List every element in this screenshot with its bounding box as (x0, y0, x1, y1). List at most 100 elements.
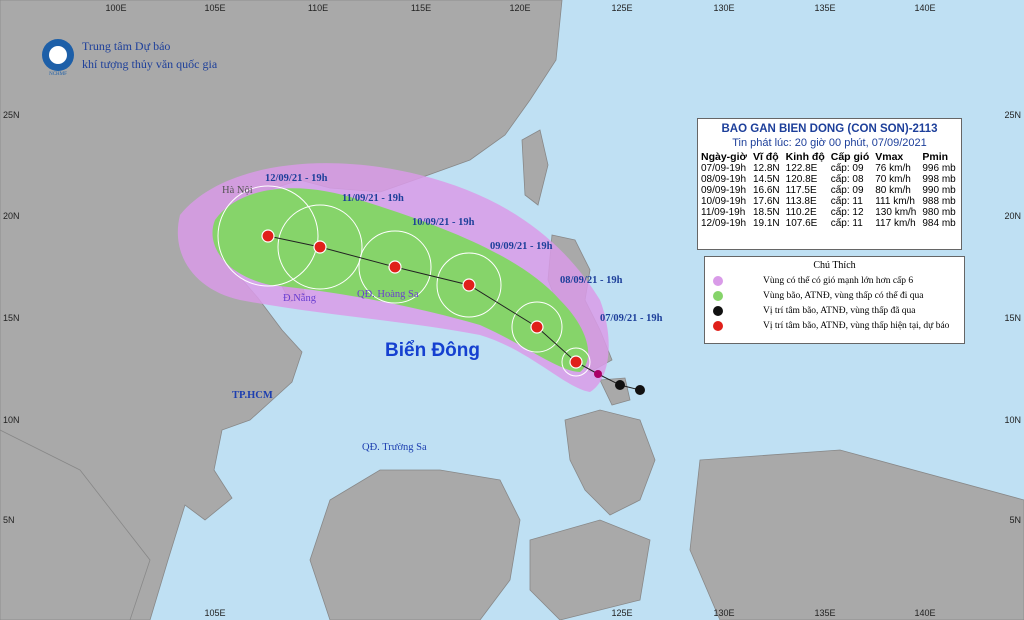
bulletin-cell: 980 mb (922, 207, 956, 218)
bulletin-table: Ngày-giờ Vĩ độ Kinh độ Cấp gió Vmax Pmin 07/09… (698, 151, 959, 229)
bulletin-cell: cấp: 08 (830, 174, 864, 185)
lat-label: 20N (3, 211, 20, 221)
track-cone (212, 188, 589, 372)
logo: NCHMF (42, 39, 74, 77)
column-header: Pmin (922, 151, 949, 163)
lat-label: 15N (1004, 313, 1021, 323)
lat-label: 5N (3, 515, 15, 525)
bulletin-row: 10/09-19h 17.6N 113.8E cấp: 11 111 km/h 988 m… (698, 196, 959, 207)
legend-swatch (713, 275, 723, 286)
bulletin-cell: 08/09-19h (701, 174, 747, 185)
track-label: 09/09/21 - 19h (490, 241, 553, 252)
forecast-positions (261, 229, 583, 369)
bulletin-cell: 70 km/h (875, 174, 911, 185)
lon-label: 110E (308, 3, 328, 13)
lon-label: 115E (411, 3, 431, 13)
bulletin-cell: 18.5N (752, 207, 780, 218)
lon-label: 125E (611, 608, 632, 618)
bulletin-cell: 996 mb (922, 163, 956, 174)
bulletin-cell: 17.6N (752, 196, 780, 207)
bulletin-cell: 111 km/h (875, 196, 915, 207)
bulletin-cell: 80 km/h (875, 185, 911, 196)
lon-label: 125E (611, 3, 632, 13)
legend-title: Chú Thích (813, 260, 856, 271)
place-label: Đ.Nẵng (283, 293, 317, 304)
track-label: 11/09/21 - 19h (342, 193, 404, 204)
bulletin-cell: 12.8N (752, 163, 780, 174)
bulletin-cell: 122.8E (785, 163, 818, 174)
legend-text: Vùng bão, ATNĐ, vùng thấp có thể đi qua (763, 290, 924, 301)
bulletin-issued: Tin phát lúc: 20 giờ 00 phút, 07/09/2021 (732, 137, 927, 149)
legend-text: Vị trí tâm bão, ATNĐ, vùng thấp đã qua (763, 305, 916, 316)
lon-label: 105E (204, 3, 225, 13)
bulletin-cell: 76 km/h (875, 163, 911, 174)
legend-swatch (713, 305, 723, 316)
column-header: Ngày-giờ (701, 151, 747, 163)
bulletin-cell: 120.8E (785, 174, 818, 185)
lon-label: 140E (914, 608, 935, 618)
bulletin-cell: cấp: 09 (830, 163, 864, 174)
legend-text: Vị trí tâm bão, ATNĐ, vùng thấp hiện tại… (763, 320, 950, 331)
legend-item: Vùng có thể có gió mạnh lớn hơn cấp 6 (705, 273, 964, 288)
sea-label: Biển Đông (385, 340, 480, 361)
bulletin-cell: 130 km/h (875, 207, 917, 218)
bulletin-row: 08/09-19h 14.5N 120.8E cấp: 08 70 km/h 998 mb (698, 174, 959, 185)
column-header: Kinh độ (785, 151, 825, 163)
bulletin-row: 12/09-19h 19.1N 107.6E cấp: 11 117 km/h 984 m… (698, 218, 959, 229)
legend-swatch (713, 320, 723, 331)
lon-label: 135E (814, 3, 835, 13)
uncertainty-circles (217, 185, 591, 377)
bulletin-title: BAO GAN BIEN DONG (CON SON)-2113 (721, 123, 938, 135)
legend-item: Vùng bão, ATNĐ, vùng thấp có thể đi qua (705, 288, 964, 303)
lat-label: 15N (3, 313, 20, 323)
lon-label: 120E (509, 3, 530, 13)
bulletin-cell: 113.8E (785, 196, 817, 207)
bulletin-cell: 10/09-19h (701, 196, 747, 207)
bulletin-cell: 107.6E (785, 218, 818, 229)
bulletin-cell: 984 mb (922, 218, 956, 229)
bulletin-cell: 117.5E (785, 185, 817, 196)
bulletin-cell: 110.2E (785, 207, 817, 218)
org-line: khí tượng thủy văn quốc gia (82, 57, 218, 71)
track-label: 07/09/21 - 19h (600, 313, 663, 324)
bulletin-cell: 09/09-19h (701, 185, 747, 196)
lon-label: 100E (105, 3, 126, 13)
track-label: 12/09/21 - 19h (265, 173, 328, 184)
bulletin-cell: 19.1N (752, 218, 780, 229)
bulletin-cell: 12/09-19h (701, 218, 747, 229)
bulletin-row: 07/09-19h 12.8N 122.8E cấp: 09 76 km/h 996 mb (698, 163, 959, 174)
place-label: QĐ. Hoàng Sa (357, 289, 419, 300)
column-header: Vĩ độ (752, 151, 779, 163)
lat-label: 10N (3, 415, 20, 425)
lon-label: 140E (914, 3, 935, 13)
legend-text: Vùng có thể có gió mạnh lớn hơn cấp 6 (763, 275, 914, 286)
bulletin-cell: cấp: 12 (830, 207, 864, 218)
column-header: Vmax (875, 151, 904, 163)
place-label: Hà Nội (222, 185, 253, 196)
bulletin-cell: 14.5N (752, 174, 780, 185)
bulletin-cell: 07/09-19h (701, 163, 747, 174)
legend-item: Vị trí tâm bão, ATNĐ, vùng thấp hiện tại… (705, 318, 964, 333)
bulletin-cell: 998 mb (922, 174, 956, 185)
bulletin-cell: cấp: 09 (830, 185, 864, 196)
bulletin-cell: 988 mb (922, 196, 956, 207)
bulletin-box: BAO GAN BIEN DONG (CON SON)-2113 Tin phá… (697, 118, 962, 250)
lat-label: 20N (1004, 211, 1021, 221)
lon-label: 135E (814, 608, 835, 618)
lat-label: 5N (1009, 515, 1021, 525)
bulletin-cell: 990 mb (922, 185, 956, 196)
lat-label: 10N (1004, 415, 1021, 425)
past-positions (594, 370, 645, 395)
lon-label: 105E (204, 608, 225, 618)
lon-label: 130E (713, 608, 734, 618)
track-label: 08/09/21 - 19h (560, 275, 623, 286)
lon-label: 130E (713, 3, 734, 13)
logo-text: NCHMF (49, 72, 67, 77)
bulletin-cell: cấp: 11 (830, 218, 863, 229)
bulletin-cell: 16.6N (752, 185, 780, 196)
lat-label: 25N (1004, 110, 1021, 120)
column-header: Cấp gió (830, 151, 870, 163)
legend-item: Vị trí tâm bão, ATNĐ, vùng thấp đã qua (705, 303, 964, 318)
org-line: Trung tâm Dự báo (82, 39, 170, 53)
